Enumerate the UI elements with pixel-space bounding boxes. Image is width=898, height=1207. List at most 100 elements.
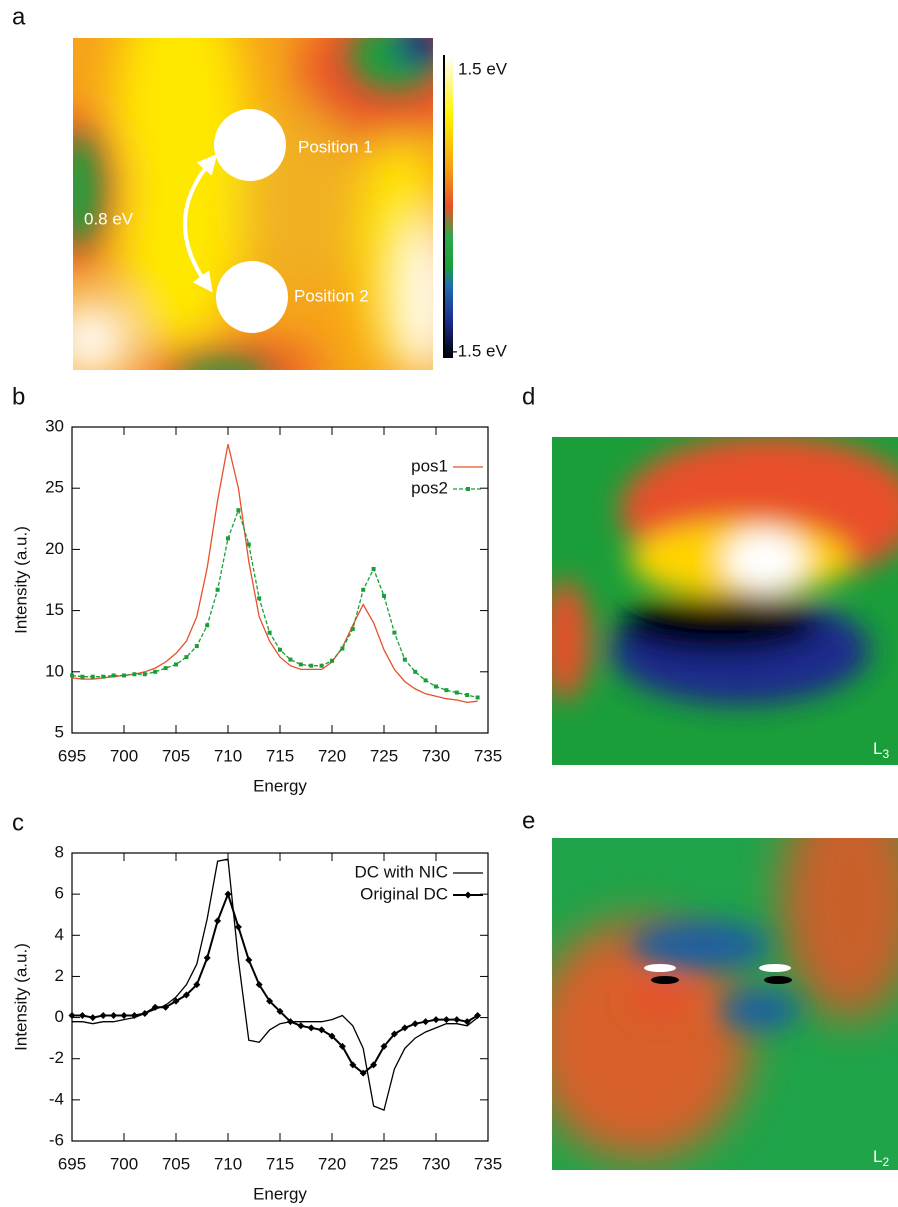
x-tick-label: 735: [474, 1154, 502, 1173]
position-marker: [214, 109, 286, 181]
energy-map: [73, 38, 433, 370]
edge-label-main: L: [873, 739, 882, 758]
panel-letter: a: [12, 3, 26, 30]
point-marker: [309, 663, 314, 668]
point-marker: [361, 587, 366, 592]
edge-label: L2: [873, 1147, 889, 1169]
point-marker: [390, 1030, 398, 1038]
dichroism-map: [552, 437, 898, 765]
point-marker: [89, 1014, 97, 1022]
point-marker: [370, 1061, 378, 1069]
point-marker: [236, 508, 241, 513]
x-tick-label: 710: [214, 746, 242, 765]
edge-label-sub: 2: [882, 1155, 889, 1169]
point-marker: [392, 630, 397, 635]
point-marker: [68, 1012, 76, 1020]
point-marker: [465, 693, 470, 698]
point-marker: [99, 1012, 107, 1020]
point-marker: [266, 997, 274, 1005]
point-marker: [401, 1024, 409, 1032]
x-tick-label: 705: [162, 1154, 190, 1173]
y-tick-label: 0: [55, 1007, 64, 1026]
x-tick-label: 735: [474, 746, 502, 765]
plot-frame: [71, 852, 489, 1142]
point-marker: [70, 673, 74, 678]
point-marker: [474, 1012, 482, 1020]
point-marker: [442, 1016, 450, 1024]
point-marker: [319, 663, 324, 668]
dichroism-map: [552, 838, 898, 1170]
x-tick-label: 725: [370, 746, 398, 765]
point-marker: [111, 673, 116, 678]
point-marker: [226, 536, 230, 541]
position-marker: [216, 261, 288, 333]
point-marker: [359, 1069, 367, 1077]
y-tick-label: 10: [45, 661, 64, 680]
point-marker: [350, 626, 355, 631]
legend-marker: [466, 487, 470, 491]
x-axis-title: Energy: [253, 776, 307, 795]
point-marker: [432, 1016, 440, 1024]
colorbar-label: 1.5 eV: [458, 59, 508, 78]
y-tick-label: 15: [45, 600, 64, 619]
point-marker: [151, 1003, 159, 1011]
panel-letter: d: [522, 383, 535, 410]
point-marker: [174, 662, 178, 667]
point-marker: [297, 1022, 305, 1030]
x-tick-label: 695: [58, 746, 86, 765]
y-tick-label: 30: [45, 416, 64, 435]
x-tick-label: 720: [318, 746, 346, 765]
point-marker: [193, 981, 201, 989]
point-marker: [214, 917, 222, 925]
series-line: [71, 443, 478, 704]
series-line: [72, 858, 479, 1111]
point-marker: [172, 997, 180, 1005]
point-marker: [162, 1003, 170, 1011]
hotspot: [651, 976, 679, 984]
x-tick-label: 730: [422, 746, 450, 765]
y-tick-label: -6: [49, 1130, 64, 1149]
x-tick-label: 730: [422, 1154, 450, 1173]
edge-label: L3: [873, 739, 889, 761]
point-marker: [120, 1012, 128, 1020]
point-marker: [78, 1012, 86, 1020]
point-marker: [224, 890, 232, 898]
series-line: [71, 508, 478, 699]
legend-label: pos2: [411, 478, 448, 497]
x-tick-label: 725: [370, 1154, 398, 1173]
point-marker: [411, 1020, 419, 1028]
point-marker: [349, 1061, 357, 1069]
colorbar-label: -1.5 eV: [452, 341, 507, 360]
point-marker: [286, 1018, 294, 1026]
point-marker: [132, 672, 137, 677]
plot-frame: [71, 426, 489, 734]
y-tick-label: 6: [55, 884, 64, 903]
hotspot: [764, 976, 792, 984]
edge-label-sub: 3: [882, 747, 889, 761]
position-label: Position 2: [294, 286, 369, 305]
hotspot: [644, 964, 676, 972]
y-tick-label: 5: [55, 722, 64, 741]
panel-letter: b: [12, 383, 25, 410]
point-marker: [101, 674, 106, 679]
x-tick-label: 695: [58, 1154, 86, 1173]
point-marker: [110, 1012, 118, 1020]
x-tick-label: 720: [318, 1154, 346, 1173]
point-marker: [163, 666, 168, 671]
panel-letter: e: [522, 807, 535, 834]
x-tick-label: 700: [110, 746, 138, 765]
hotspot: [759, 964, 791, 972]
point-marker: [255, 981, 263, 989]
point-marker: [413, 669, 418, 674]
point-marker: [153, 669, 158, 674]
point-marker: [307, 1024, 315, 1032]
point-marker: [340, 646, 345, 651]
legend-label: pos1: [411, 456, 448, 475]
legend-marker: [464, 891, 472, 899]
point-marker: [454, 690, 459, 695]
y-tick-label: 4: [55, 925, 64, 944]
y-tick-label: -4: [49, 1089, 64, 1108]
x-tick-label: 710: [214, 1154, 242, 1173]
point-marker: [382, 593, 386, 598]
